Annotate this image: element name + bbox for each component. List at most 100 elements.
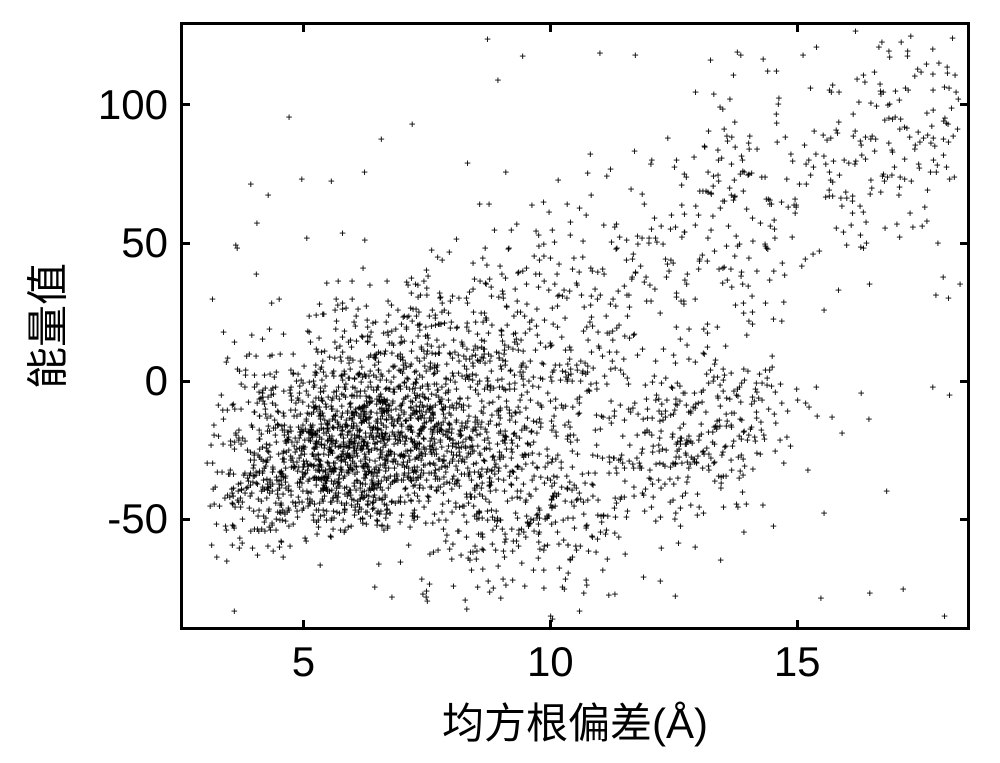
scatter-marker: +	[579, 251, 586, 262]
scatter-marker: +	[699, 250, 706, 261]
scatter-marker: +	[339, 298, 346, 309]
scatter-marker: +	[584, 167, 591, 178]
scatter-marker: +	[765, 244, 772, 255]
scatter-marker: +	[744, 329, 751, 340]
scatter-marker: +	[811, 126, 818, 137]
scatter-marker: +	[318, 347, 325, 358]
scatter-marker: +	[484, 259, 491, 270]
scatter-marker: +	[360, 461, 367, 472]
scatter-marker: +	[836, 86, 843, 97]
scatter-marker: +	[723, 421, 730, 432]
scatter-marker: +	[705, 125, 712, 136]
scatter-marker: +	[246, 502, 253, 513]
scatter-marker: +	[649, 377, 656, 388]
scatter-marker: +	[504, 496, 511, 507]
y-tick	[960, 518, 970, 521]
y-tick	[180, 103, 190, 106]
scatter-marker: +	[372, 582, 379, 593]
scatter-marker: +	[772, 417, 779, 428]
scatter-marker: +	[513, 334, 520, 345]
scatter-marker: +	[423, 406, 430, 417]
scatter-marker: +	[476, 198, 483, 209]
scatter-marker: +	[589, 478, 596, 489]
scatter-marker: +	[590, 362, 597, 373]
scatter-marker: +	[486, 199, 493, 210]
scatter-marker: +	[588, 347, 595, 358]
scatter-marker: +	[355, 304, 362, 315]
scatter-marker: +	[672, 591, 679, 602]
scatter-marker: +	[896, 124, 903, 135]
scatter-marker: +	[523, 278, 530, 289]
scatter-marker: +	[547, 475, 554, 486]
scatter-marker: +	[569, 485, 576, 496]
scatter-marker: +	[227, 464, 234, 475]
scatter-marker: +	[394, 458, 401, 469]
scatter-marker: +	[760, 53, 767, 64]
scatter-marker: +	[453, 322, 460, 333]
chart-container: 能量值 均方根偏差(Å) 51015-50050100+++++++++++++…	[0, 0, 1000, 763]
scatter-marker: +	[724, 274, 731, 285]
scatter-marker: +	[631, 481, 638, 492]
scatter-marker: +	[746, 252, 753, 263]
scatter-marker: +	[679, 458, 686, 469]
scatter-marker: +	[642, 379, 649, 390]
scatter-marker: +	[364, 506, 371, 517]
scatter-marker: +	[556, 539, 563, 550]
scatter-marker: +	[320, 484, 327, 495]
scatter-marker: +	[924, 184, 931, 195]
scatter-marker: +	[732, 141, 739, 152]
scatter-marker: +	[381, 348, 388, 359]
scatter-marker: +	[397, 496, 404, 507]
scatter-marker: +	[609, 326, 616, 337]
scatter-marker: +	[699, 396, 706, 407]
scatter-marker: +	[474, 481, 481, 492]
scatter-marker: +	[948, 103, 955, 114]
scatter-marker: +	[535, 281, 542, 292]
scatter-marker: +	[259, 333, 266, 344]
scatter-marker: +	[834, 127, 841, 138]
scatter-marker: +	[397, 557, 404, 568]
scatter-marker: +	[361, 166, 368, 177]
scatter-marker: +	[896, 181, 903, 192]
scatter-marker: +	[930, 105, 937, 116]
scatter-marker: +	[280, 386, 287, 397]
scatter-marker: +	[670, 494, 677, 505]
scatter-marker: +	[238, 404, 245, 415]
scatter-marker: +	[256, 433, 263, 444]
scatter-marker: +	[385, 310, 392, 321]
scatter-marker: +	[814, 411, 821, 422]
scatter-marker: +	[432, 421, 439, 432]
scatter-marker: +	[863, 216, 870, 227]
scatter-marker: +	[585, 546, 592, 557]
scatter-marker: +	[740, 166, 747, 177]
scatter-marker: +	[489, 539, 496, 550]
scatter-marker: +	[848, 219, 855, 230]
scatter-marker: +	[265, 190, 272, 201]
scatter-marker: +	[520, 358, 527, 369]
scatter-marker: +	[618, 491, 625, 502]
scatter-marker: +	[529, 448, 536, 459]
scatter-marker: +	[725, 221, 732, 232]
scatter-marker: +	[450, 335, 457, 346]
scatter-marker: +	[351, 316, 358, 327]
scatter-marker: +	[552, 393, 559, 404]
scatter-marker: +	[259, 481, 266, 492]
y-tick-label: 0	[145, 357, 168, 405]
scatter-marker: +	[564, 470, 571, 481]
scatter-marker: +	[654, 236, 661, 247]
scatter-marker: +	[683, 400, 690, 411]
scatter-marker: +	[807, 82, 814, 93]
scatter-marker: +	[357, 355, 364, 366]
scatter-marker: +	[541, 583, 548, 594]
scatter-marker: +	[547, 337, 554, 348]
scatter-marker: +	[279, 453, 286, 464]
scatter-marker: +	[337, 351, 344, 362]
scatter-marker: +	[622, 475, 629, 486]
scatter-marker: +	[253, 269, 260, 280]
scatter-marker: +	[328, 484, 335, 495]
scatter-marker: +	[657, 307, 664, 318]
scatter-marker: +	[625, 378, 632, 389]
scatter-marker: +	[500, 474, 507, 485]
scatter-marker: +	[668, 382, 675, 393]
scatter-marker: +	[305, 426, 312, 437]
